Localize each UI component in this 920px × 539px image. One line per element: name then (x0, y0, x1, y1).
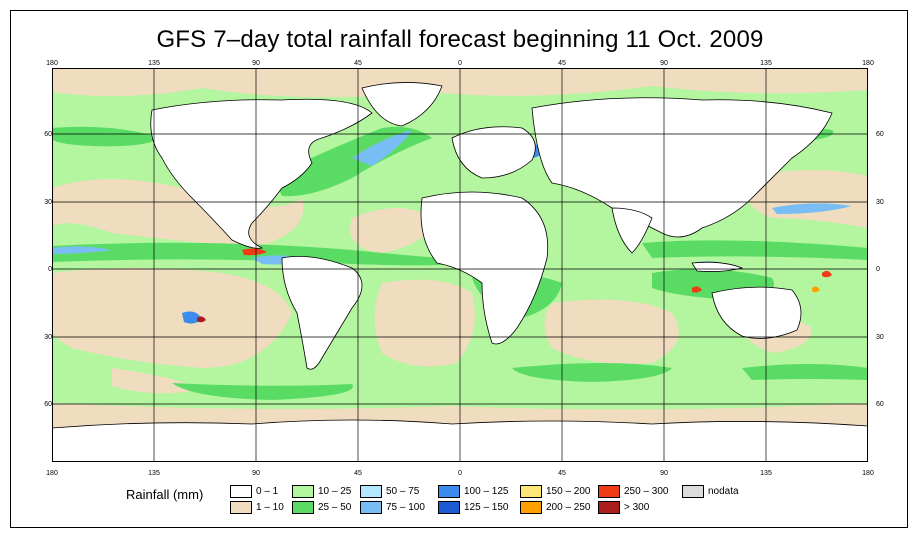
legend-label: nodata (708, 486, 739, 497)
top-lon-label: 0 (458, 60, 462, 67)
legend-swatch (292, 485, 314, 498)
top-lon-label: 45 (354, 60, 362, 67)
bottom-lon-label: 135 (148, 470, 160, 477)
left-lat-label: 0 (48, 266, 52, 273)
left-lat-label: 30 (44, 334, 52, 341)
legend-swatch (520, 485, 542, 498)
bottom-lon-label: 90 (660, 470, 668, 477)
rainfall-map (52, 68, 868, 462)
right-lat-label: 60 (876, 131, 884, 138)
right-lat-label: 0 (876, 266, 880, 273)
north-america (150, 98, 373, 249)
left-lat-label: 60 (44, 401, 52, 408)
legend-label: 25 – 50 (318, 502, 352, 513)
top-lon-label: 45 (558, 60, 566, 67)
legend-swatch (230, 501, 252, 514)
extreme-rain-spots (197, 215, 832, 323)
legend-swatch (360, 485, 382, 498)
legend-label: 150 – 200 (546, 486, 591, 497)
legend-swatch (598, 501, 620, 514)
top-lon-label: 180 (862, 60, 874, 67)
figure-frame (10, 10, 908, 528)
legend-swatch (438, 501, 460, 514)
bottom-lon-label: 135 (760, 470, 772, 477)
bottom-lon-label: 180 (46, 470, 58, 477)
legend-swatch (230, 485, 252, 498)
map-title: GFS 7–day total rainfall forecast beginn… (156, 26, 764, 53)
left-lat-label: 60 (44, 131, 52, 138)
legend-label: 10 – 25 (318, 486, 352, 497)
top-lon-label: 135 (760, 60, 772, 67)
legend-swatch (520, 501, 542, 514)
legend-swatch (682, 485, 704, 498)
top-lon-label: 180 (46, 60, 58, 67)
europe (451, 126, 536, 179)
top-lon-label: 90 (660, 60, 668, 67)
legend-label: 100 – 125 (464, 486, 509, 497)
right-lat-label: 30 (876, 334, 884, 341)
india (611, 207, 653, 254)
graticule (52, 68, 868, 462)
legend-label: 50 – 75 (386, 486, 420, 497)
legend-label: 125 – 150 (464, 502, 509, 513)
legend-label: 1 – 10 (256, 502, 284, 513)
right-lat-label: 60 (876, 401, 884, 408)
left-lat-label: 30 (44, 199, 52, 206)
map-border (52, 68, 868, 462)
bottom-lon-label: 45 (558, 470, 566, 477)
legend-label: 250 – 300 (624, 486, 669, 497)
africa (420, 191, 549, 345)
bottom-lon-label: 0 (458, 470, 462, 477)
legend-swatch (360, 501, 382, 514)
legend-swatch (292, 501, 314, 514)
bottom-lon-label: 90 (252, 470, 260, 477)
legend-label: 0 – 1 (256, 486, 279, 497)
legend-swatch (438, 485, 460, 498)
legend-label: 200 – 250 (546, 502, 591, 513)
top-lon-label: 135 (148, 60, 160, 67)
bottom-lon-label: 180 (862, 470, 874, 477)
legend-label: > 300 (624, 502, 650, 513)
south-america (281, 256, 363, 370)
top-lon-label: 90 (252, 60, 260, 67)
bottom-lon-label: 45 (354, 470, 362, 477)
greenland (361, 82, 443, 127)
legend-swatch (598, 485, 620, 498)
right-lat-label: 30 (876, 199, 884, 206)
legend-label: 75 – 100 (386, 502, 425, 513)
australia (711, 286, 802, 339)
legend-title: Rainfall (mm) (126, 487, 204, 502)
